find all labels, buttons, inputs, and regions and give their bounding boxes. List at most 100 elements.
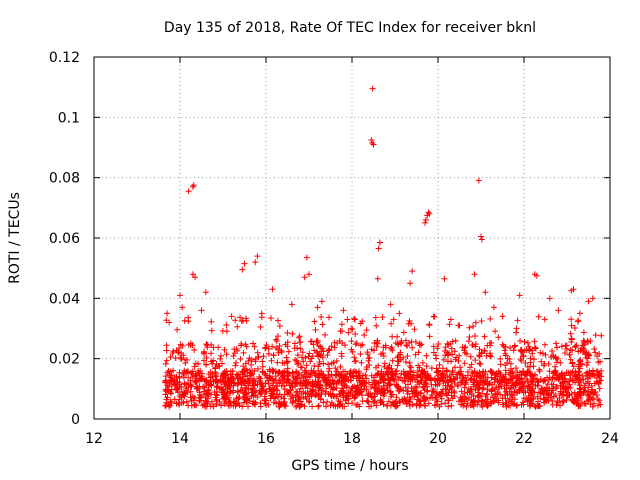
data-point bbox=[426, 322, 433, 329]
data-point bbox=[558, 380, 565, 387]
data-point bbox=[463, 395, 470, 402]
data-point bbox=[388, 320, 395, 327]
data-point bbox=[256, 377, 263, 384]
data-point bbox=[532, 403, 539, 410]
data-point bbox=[535, 402, 542, 409]
data-point bbox=[451, 380, 458, 387]
data-point bbox=[578, 345, 585, 352]
data-point bbox=[465, 385, 472, 392]
data-point bbox=[423, 352, 430, 359]
data-point bbox=[530, 375, 537, 382]
data-point bbox=[281, 368, 288, 375]
data-point bbox=[297, 345, 304, 352]
data-point bbox=[249, 385, 256, 392]
data-point bbox=[329, 379, 336, 386]
data-point bbox=[302, 382, 309, 389]
data-point bbox=[513, 329, 520, 336]
data-point bbox=[259, 383, 266, 390]
data-point bbox=[576, 358, 583, 365]
data-point bbox=[365, 357, 372, 364]
data-point bbox=[489, 369, 496, 376]
data-point bbox=[557, 402, 564, 409]
data-point bbox=[240, 317, 247, 324]
data-point bbox=[570, 286, 577, 293]
data-point bbox=[503, 378, 510, 385]
data-point bbox=[245, 403, 252, 410]
data-point bbox=[523, 376, 530, 383]
data-point bbox=[309, 353, 316, 360]
data-point bbox=[208, 318, 215, 325]
data-point bbox=[403, 372, 410, 379]
data-point bbox=[312, 392, 319, 399]
data-point bbox=[198, 307, 205, 314]
data-point bbox=[325, 368, 332, 375]
data-point bbox=[369, 139, 376, 146]
data-point bbox=[530, 363, 537, 370]
data-point bbox=[213, 376, 220, 383]
data-point bbox=[380, 392, 387, 399]
data-point bbox=[338, 321, 345, 328]
data-point bbox=[466, 324, 473, 331]
data-point bbox=[464, 400, 471, 407]
data-point bbox=[456, 322, 463, 329]
data-point bbox=[269, 343, 276, 350]
data-point bbox=[395, 383, 402, 390]
data-point bbox=[577, 356, 584, 363]
data-point bbox=[585, 298, 592, 305]
data-point bbox=[183, 398, 190, 405]
data-point bbox=[471, 398, 478, 405]
x-tick-labels: 12 14 16 18 20 22 24 bbox=[85, 431, 619, 447]
data-point bbox=[311, 347, 318, 354]
data-point bbox=[365, 390, 372, 397]
data-point bbox=[331, 344, 338, 351]
data-point bbox=[463, 403, 470, 410]
data-point bbox=[393, 394, 400, 401]
data-point bbox=[379, 350, 386, 357]
data-point bbox=[421, 393, 428, 400]
data-point bbox=[243, 397, 250, 404]
data-point bbox=[441, 275, 448, 282]
data-point bbox=[209, 373, 216, 380]
data-point bbox=[275, 368, 282, 375]
data-point bbox=[487, 315, 494, 322]
data-point bbox=[338, 350, 345, 357]
data-point bbox=[325, 314, 332, 321]
data-point bbox=[491, 386, 498, 393]
data-point bbox=[396, 310, 403, 317]
data-point bbox=[303, 254, 310, 261]
data-point bbox=[560, 384, 567, 391]
data-point bbox=[177, 341, 184, 348]
data-point bbox=[443, 349, 450, 356]
y-tick-label: 0.08 bbox=[49, 171, 80, 187]
data-point bbox=[461, 384, 468, 391]
data-point bbox=[208, 341, 215, 348]
data-point bbox=[458, 401, 465, 408]
data-point bbox=[560, 397, 567, 404]
data-point bbox=[345, 389, 352, 396]
data-point bbox=[295, 370, 302, 377]
data-point bbox=[387, 301, 394, 308]
data-point bbox=[278, 347, 285, 354]
data-point bbox=[432, 352, 439, 359]
data-point bbox=[195, 385, 202, 392]
data-point bbox=[259, 358, 266, 365]
data-point bbox=[519, 399, 526, 406]
data-point bbox=[247, 369, 254, 376]
data-point bbox=[591, 380, 598, 387]
data-point bbox=[427, 394, 434, 401]
data-point bbox=[182, 359, 189, 366]
data-point bbox=[488, 400, 495, 407]
data-point bbox=[394, 333, 401, 340]
data-point bbox=[278, 394, 285, 401]
data-point bbox=[473, 379, 480, 386]
data-point bbox=[296, 403, 303, 410]
chart-title: Day 135 of 2018, Rate Of TEC Index for r… bbox=[164, 20, 536, 36]
data-point bbox=[522, 360, 529, 367]
data-point bbox=[390, 316, 397, 323]
data-point bbox=[440, 356, 447, 363]
data-point bbox=[371, 399, 378, 406]
data-point bbox=[404, 343, 411, 350]
data-point bbox=[541, 341, 548, 348]
data-point bbox=[448, 358, 455, 365]
data-point bbox=[217, 355, 224, 362]
